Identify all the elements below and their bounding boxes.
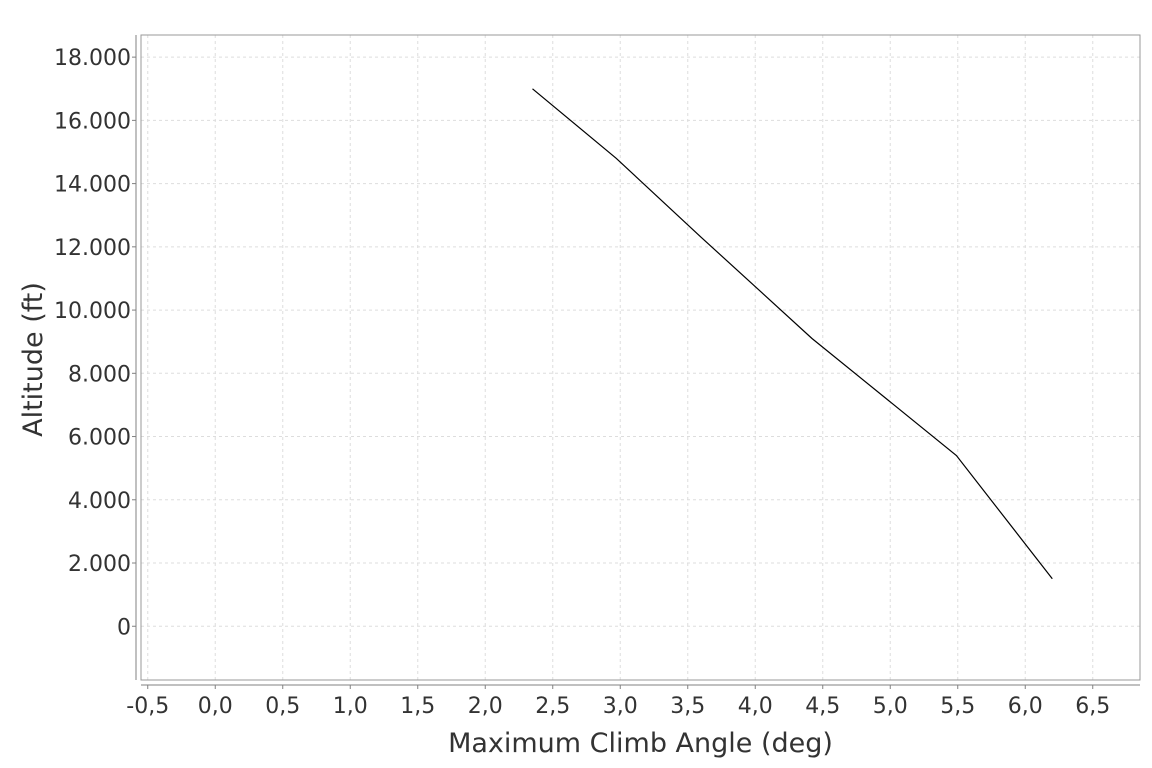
x-tick-label: 2,5	[535, 694, 570, 719]
y-tick-label: 0	[117, 615, 131, 640]
y-tick-label: 12.000	[54, 236, 131, 261]
grid	[141, 35, 1140, 680]
plot-area-frame	[140, 34, 1141, 681]
x-tick-label: 1,5	[400, 694, 435, 719]
x-tick-label: 3,5	[670, 694, 705, 719]
x-tick-label: 0,5	[265, 694, 300, 719]
y-tick-label: 8.000	[68, 362, 131, 387]
y-tick-labels: 0 2.000 4.000 6.000 8.000 10.000 12.000 14.000 1…	[54, 46, 131, 640]
x-tick-label: 1,0	[333, 694, 368, 719]
x-tick-label: 0,0	[198, 694, 233, 719]
series-line	[532, 88, 1053, 580]
y-tick-label: 4.000	[68, 489, 131, 514]
x-tick-label: 3,0	[603, 694, 638, 719]
y-tick-label: 16.000	[54, 109, 131, 134]
y-tick-label: 6.000	[68, 426, 131, 451]
series-layer	[532, 88, 1053, 580]
x-tick-label: 6,0	[1008, 694, 1043, 719]
y-tick-label: 10.000	[54, 299, 131, 324]
x-tick-label: 4,5	[805, 694, 840, 719]
x-tick-label: 5,0	[873, 694, 908, 719]
x-tick-label: -0,5	[126, 694, 169, 719]
x-axis-title: Maximum Climb Angle (deg)	[448, 728, 833, 759]
x-tick-label: 4,0	[738, 694, 773, 719]
axes	[132, 35, 1140, 689]
y-axis-title: Altitude (ft)	[18, 282, 49, 437]
x-tick-label: 5,5	[940, 694, 975, 719]
x-tick-label: 2,0	[468, 694, 503, 719]
y-tick-label: 14.000	[54, 173, 131, 198]
x-tick-label: 6,5	[1075, 694, 1110, 719]
x-tick-labels: -0,5 0,0 0,5 1,0 1,5 2,0 2,5 3,0 3,5 4,0 4,5 5,0 5,5…	[126, 694, 1110, 719]
y-tick-label: 18.000	[54, 46, 131, 71]
y-tick-label: 2.000	[68, 552, 131, 577]
